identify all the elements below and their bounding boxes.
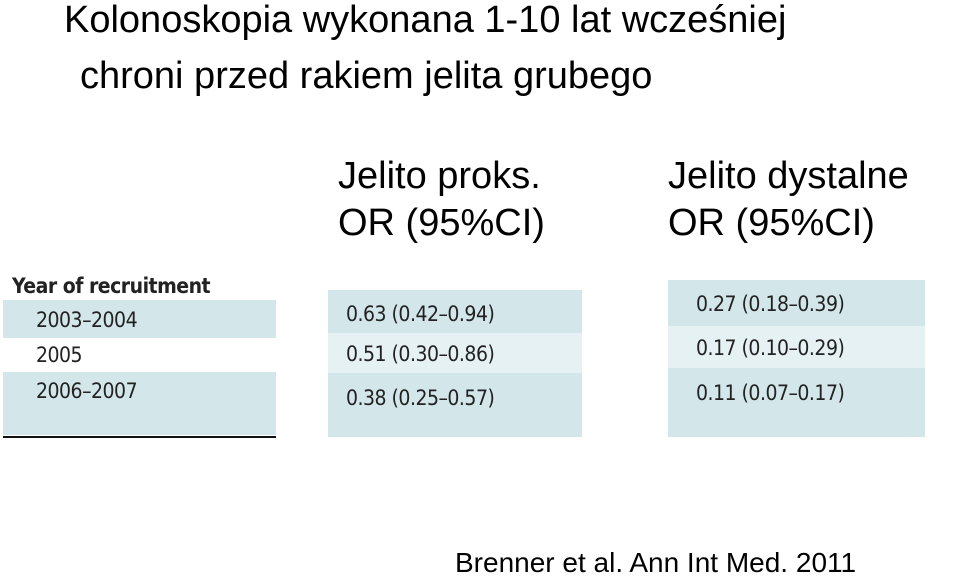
- column-header: OR (95%CI): [668, 202, 875, 244]
- row-band: [668, 368, 925, 437]
- table-header: Year of recruitment: [12, 274, 211, 298]
- row-band: [3, 372, 276, 435]
- title-line: Kolonoskopia wykonana 1-10 lat wcześniej: [64, 0, 787, 41]
- column-header: Jelito proks.: [338, 155, 541, 197]
- or-cell: 0.27 (0.18–0.39): [696, 292, 845, 316]
- year-cell: 2005: [36, 343, 83, 367]
- or-cell: 0.11 (0.07–0.17): [696, 381, 845, 405]
- citation: Brenner et al. Ann Int Med. 2011: [455, 547, 857, 578]
- or-cell: 0.51 (0.30–0.86): [346, 342, 495, 366]
- column-header: OR (95%CI): [338, 202, 545, 244]
- title-line: chroni przed rakiem jelita grubego: [80, 55, 653, 97]
- row-band: [328, 290, 582, 333]
- or-cell: 0.17 (0.10–0.29): [696, 336, 845, 360]
- or-cell: 0.38 (0.25–0.57): [346, 386, 495, 410]
- row-band: [668, 326, 925, 368]
- year-cell: 2003–2004: [36, 308, 138, 332]
- year-cell: 2006–2007: [36, 379, 138, 403]
- row-band: [328, 373, 582, 437]
- rule: [3, 436, 276, 438]
- column-header: Jelito dystalne: [668, 155, 909, 197]
- row-band: [3, 300, 276, 338]
- row-band: [328, 333, 582, 373]
- or-cell: 0.63 (0.42–0.94): [346, 302, 495, 326]
- row-band: [668, 280, 925, 326]
